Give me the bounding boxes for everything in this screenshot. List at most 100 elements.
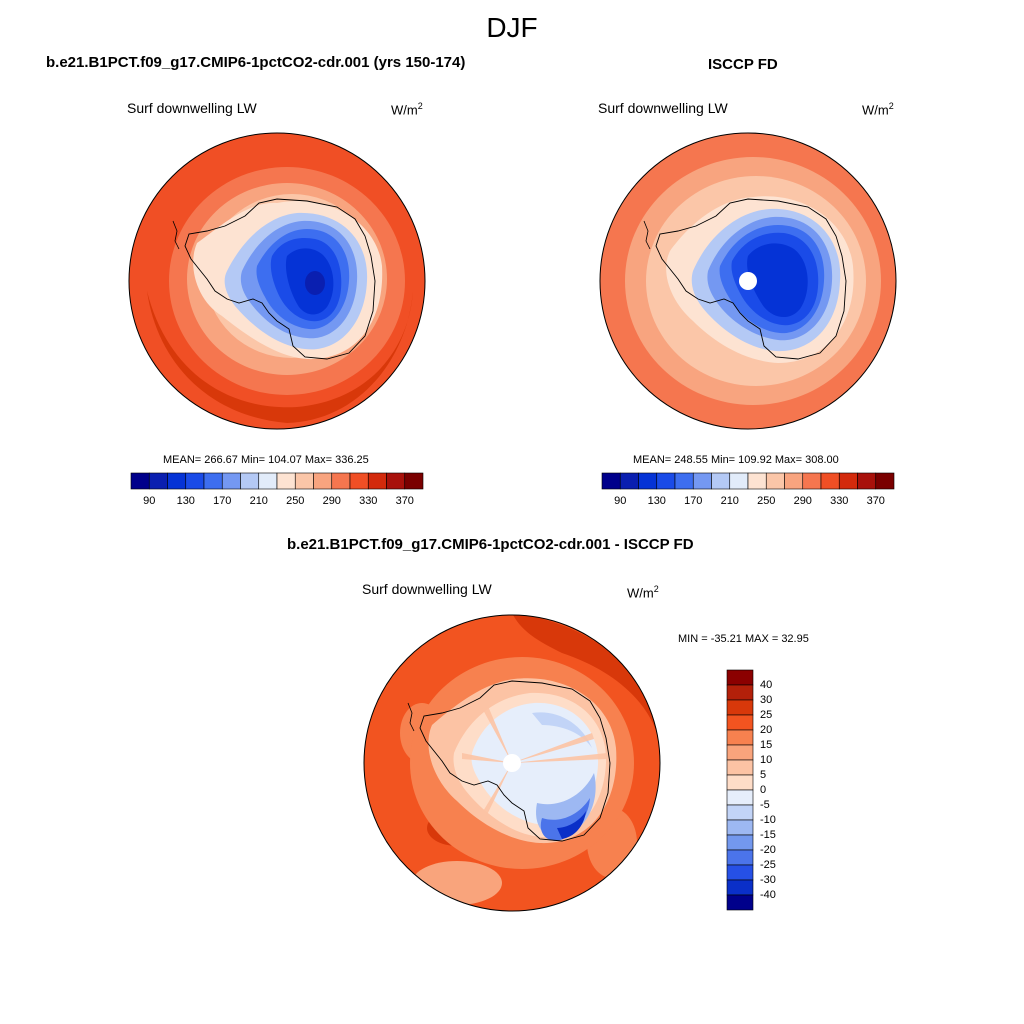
colorbar-1-tick-label: 250 bbox=[286, 495, 305, 507]
panel-1-colorbar-labels: 90 130 170 210 250 290 330 370 bbox=[131, 495, 423, 509]
colorbar-3-swatch bbox=[726, 894, 754, 911]
colorbar-2-tick-label: 290 bbox=[793, 495, 812, 507]
colorbar-1-swatch bbox=[203, 472, 223, 490]
panel-3-colorbar bbox=[726, 669, 754, 911]
colorbar-1-swatch bbox=[130, 472, 150, 490]
colorbar-2-tick-label: 210 bbox=[720, 495, 739, 507]
colorbar-1-tick-label: 130 bbox=[176, 495, 195, 507]
colorbar-3-tick-label: 15 bbox=[760, 738, 773, 751]
colorbar-3-tick-label: 25 bbox=[760, 708, 773, 721]
colorbar-2-tick-label: 130 bbox=[647, 495, 666, 507]
colorbar-3-tick-label: -5 bbox=[760, 798, 770, 811]
colorbar-3-swatch bbox=[726, 669, 754, 686]
colorbar-1-swatch bbox=[258, 472, 278, 490]
panel-3-map bbox=[363, 614, 661, 912]
panel-3-colorbar-labels: 40 30 25 20 15 10 5 0 -5 -10 -15 -20 -25 -30 -40 bbox=[760, 670, 800, 910]
colorbar-3-tick-label: 40 bbox=[760, 678, 773, 691]
colorbar-3-swatch bbox=[726, 759, 754, 776]
colorbar-3-swatch bbox=[726, 774, 754, 791]
colorbar-3-tick-label: -15 bbox=[760, 828, 776, 841]
colorbar-1-tick-label: 210 bbox=[249, 495, 268, 507]
colorbar-2-swatch bbox=[802, 472, 822, 490]
panel-1-units: W/m2 bbox=[391, 101, 423, 118]
colorbar-3-swatch bbox=[726, 684, 754, 701]
colorbar-1-swatch bbox=[240, 472, 260, 490]
colorbar-3-swatch bbox=[726, 819, 754, 836]
colorbar-2-tick-label: 330 bbox=[830, 495, 849, 507]
colorbar-1-swatch bbox=[349, 472, 369, 490]
colorbar-1-swatch bbox=[221, 472, 241, 490]
colorbar-2-swatch bbox=[875, 472, 895, 490]
colorbar-3-swatch bbox=[726, 789, 754, 806]
colorbar-3-tick-label: 20 bbox=[760, 723, 773, 736]
colorbar-3-tick-label: -40 bbox=[760, 888, 776, 901]
colorbar-1-swatch bbox=[386, 472, 406, 490]
panel-1-subtitle: Surf downwelling LW bbox=[127, 100, 257, 116]
colorbar-1-tick-label: 330 bbox=[359, 495, 378, 507]
colorbar-2-tick-label: 250 bbox=[757, 495, 776, 507]
colorbar-1-tick-label: 290 bbox=[322, 495, 341, 507]
colorbar-2-swatch bbox=[838, 472, 858, 490]
colorbar-1-tick-label: 170 bbox=[213, 495, 232, 507]
colorbar-2-swatch bbox=[674, 472, 694, 490]
colorbar-1-swatch bbox=[313, 472, 333, 490]
colorbar-3-tick-label: 5 bbox=[760, 768, 767, 781]
panel-2-stats: MEAN= 248.55 Min= 109.92 Max= 308.00 bbox=[633, 454, 839, 466]
colorbar-2-swatch bbox=[820, 472, 840, 490]
colorbar-3-swatch bbox=[726, 849, 754, 866]
colorbar-2-swatch bbox=[765, 472, 785, 490]
colorbar-3-swatch bbox=[726, 804, 754, 821]
colorbar-3-tick-label: 30 bbox=[760, 693, 773, 706]
colorbar-2-swatch bbox=[692, 472, 712, 490]
panel-3-units: W/m2 bbox=[627, 584, 659, 601]
panel-2-subtitle: Surf downwelling LW bbox=[598, 100, 728, 116]
colorbar-3-swatch bbox=[726, 744, 754, 761]
colorbar-2-swatch bbox=[601, 472, 621, 490]
panel-1-title: b.e21.B1PCT.f09_g17.CMIP6-1pctCO2-cdr.00… bbox=[46, 54, 466, 71]
colorbar-2-swatch bbox=[747, 472, 767, 490]
colorbar-1-swatch bbox=[367, 472, 387, 490]
panel-1-stats: MEAN= 266.67 Min= 104.07 Max= 336.25 bbox=[163, 454, 369, 466]
colorbar-3-tick-label: 10 bbox=[760, 753, 773, 766]
colorbar-1-swatch bbox=[167, 472, 187, 490]
colorbar-3-swatch bbox=[726, 864, 754, 881]
colorbar-3-tick-label: -30 bbox=[760, 873, 776, 886]
colorbar-3-swatch bbox=[726, 714, 754, 731]
panel-3-stats: MIN = -35.21 MAX = 32.95 bbox=[678, 633, 809, 645]
colorbar-1-swatch bbox=[331, 472, 351, 490]
colorbar-2-tick-label: 370 bbox=[866, 495, 885, 507]
panel-2-colorbar-labels: 90 130 170 210 250 290 330 370 bbox=[602, 495, 894, 509]
colorbar-2-tick-label: 170 bbox=[684, 495, 703, 507]
colorbar-3-swatch bbox=[726, 729, 754, 746]
colorbar-3-tick-label: -20 bbox=[760, 843, 776, 856]
colorbar-1-swatch bbox=[294, 472, 314, 490]
colorbar-3-tick-label: -10 bbox=[760, 813, 776, 826]
colorbar-1-tick-label: 370 bbox=[395, 495, 414, 507]
panel-1-map bbox=[128, 132, 426, 430]
colorbar-2-tick-label: 90 bbox=[614, 495, 627, 507]
panel-2-units: W/m2 bbox=[862, 101, 894, 118]
colorbar-1-swatch bbox=[185, 472, 205, 490]
colorbar-2-swatch bbox=[638, 472, 658, 490]
colorbar-2-swatch bbox=[784, 472, 804, 490]
panel-1-colorbar bbox=[130, 472, 424, 490]
colorbar-2-swatch bbox=[711, 472, 731, 490]
colorbar-2-swatch bbox=[729, 472, 749, 490]
panel-2-map bbox=[599, 132, 897, 430]
colorbar-3-swatch bbox=[726, 879, 754, 896]
colorbar-3-tick-label: 0 bbox=[760, 783, 767, 796]
colorbar-1-swatch bbox=[148, 472, 168, 490]
colorbar-3-swatch bbox=[726, 699, 754, 716]
colorbar-1-swatch bbox=[404, 472, 424, 490]
colorbar-2-swatch bbox=[857, 472, 877, 490]
colorbar-3-swatch bbox=[726, 834, 754, 851]
colorbar-2-swatch bbox=[619, 472, 639, 490]
colorbar-3-tick-label: -25 bbox=[760, 858, 776, 871]
colorbar-2-swatch bbox=[656, 472, 676, 490]
panel-2-title: ISCCP FD bbox=[708, 56, 778, 73]
colorbar-1-tick-label: 90 bbox=[143, 495, 156, 507]
panel-3-title: b.e21.B1PCT.f09_g17.CMIP6-1pctCO2-cdr.00… bbox=[287, 536, 694, 553]
panel-2-colorbar bbox=[601, 472, 895, 490]
panel-3-subtitle: Surf downwelling LW bbox=[362, 581, 492, 597]
season-title: DJF bbox=[486, 12, 538, 43]
